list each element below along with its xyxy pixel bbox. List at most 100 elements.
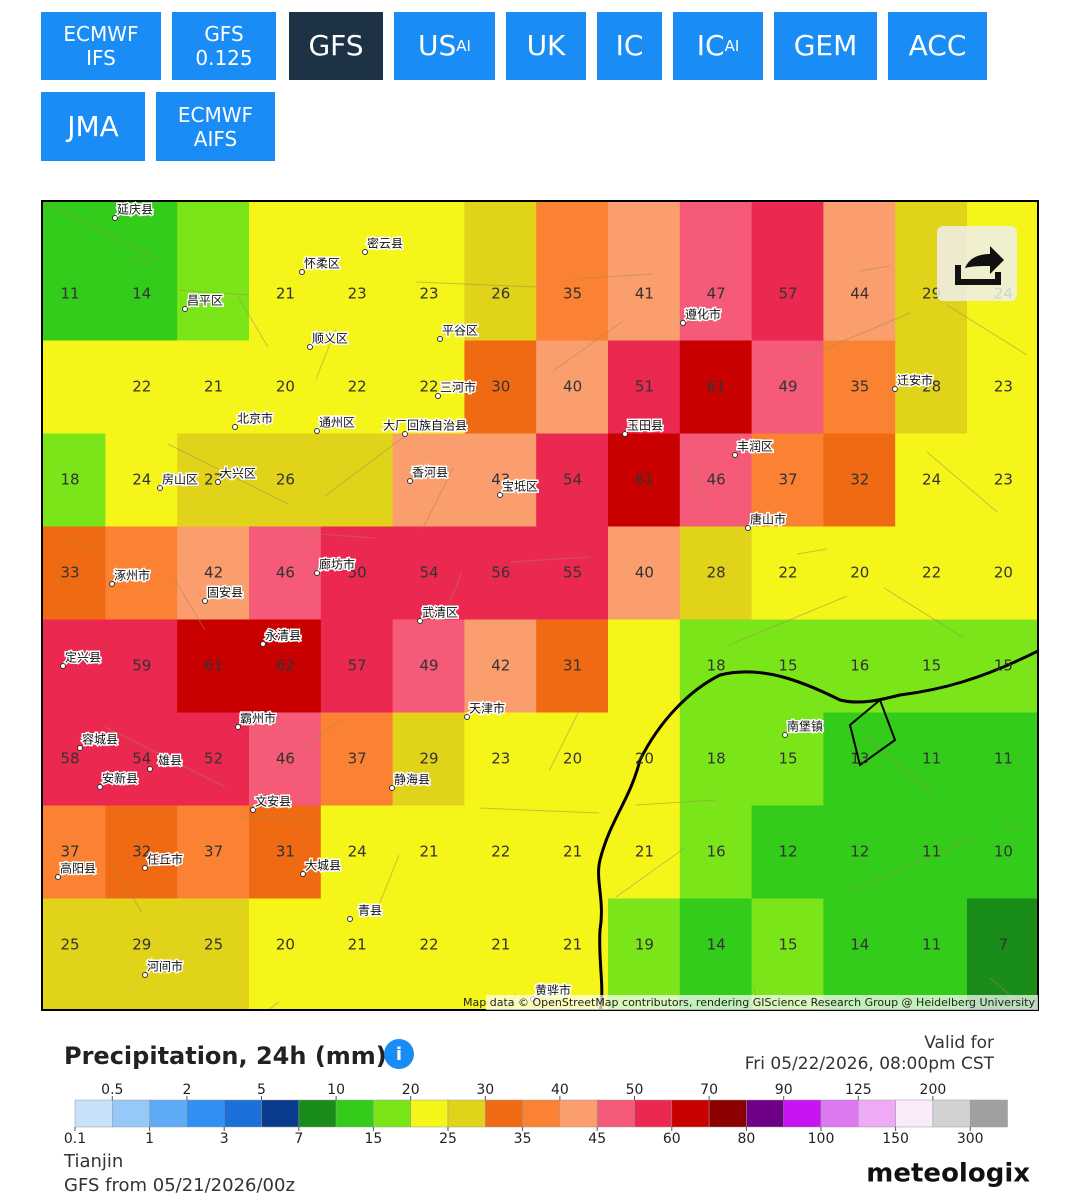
tab-label: IC bbox=[696, 29, 725, 62]
legend-swatch bbox=[149, 1099, 188, 1128]
road bbox=[883, 587, 965, 639]
model-tab[interactable]: ECMWF IFS bbox=[41, 12, 161, 80]
road bbox=[789, 312, 911, 364]
legend-label: 0.5 bbox=[101, 1082, 123, 1098]
legend-swatch bbox=[858, 1099, 896, 1128]
grid-cell bbox=[823, 805, 897, 899]
grid-value: 54 bbox=[563, 471, 582, 489]
place-dot bbox=[235, 724, 241, 730]
valid-time: Fri 05/22/2026, 08:00pm CST bbox=[745, 1054, 995, 1074]
model-tab[interactable]: ACC bbox=[888, 12, 987, 80]
grid-value: 22 bbox=[419, 936, 438, 954]
grid-value: 46 bbox=[276, 564, 295, 582]
info-icon[interactable]: i bbox=[384, 1039, 414, 1069]
place-dot bbox=[112, 215, 118, 221]
legend-swatch bbox=[559, 1099, 598, 1128]
grid-cell bbox=[751, 619, 825, 713]
tab-label: ECMWF AIFS bbox=[177, 102, 254, 151]
grid-cell bbox=[392, 712, 466, 806]
legend-label: 3 bbox=[220, 1131, 229, 1147]
grid-cell bbox=[679, 712, 753, 806]
grid-value: 61 bbox=[635, 471, 654, 489]
logo: meteologix bbox=[866, 1159, 1030, 1189]
grid-value: 61 bbox=[707, 378, 726, 396]
legend-swatch bbox=[223, 1099, 262, 1128]
legend-label: 0.1 bbox=[64, 1131, 86, 1147]
grid-cell bbox=[464, 526, 538, 620]
legend-label: 25 bbox=[439, 1131, 457, 1147]
attribution: Map data © OpenStreetMap contributors, r… bbox=[463, 996, 1035, 1009]
place-dot bbox=[745, 525, 751, 531]
model-tab[interactable]: IC bbox=[597, 12, 662, 80]
grid-cell bbox=[42, 898, 107, 1010]
road bbox=[378, 854, 400, 906]
tab-label: IC bbox=[615, 29, 644, 62]
place-name: 固安县 bbox=[207, 585, 243, 600]
grid-cell bbox=[895, 619, 968, 713]
grid-value: 40 bbox=[563, 378, 582, 396]
grid-cell bbox=[320, 805, 394, 899]
legend-swatch bbox=[410, 1099, 449, 1128]
model-tab[interactable]: IC AI bbox=[673, 12, 763, 80]
model-tab[interactable]: JMA bbox=[41, 92, 145, 161]
grid-value: 29 bbox=[419, 750, 438, 768]
place-name: 河间市 bbox=[147, 959, 183, 974]
tab-sub: AI bbox=[456, 37, 471, 55]
grid-value: 24 bbox=[132, 471, 151, 489]
grid-value: 46 bbox=[276, 750, 295, 768]
grid-cell bbox=[392, 526, 466, 620]
grid-cell bbox=[751, 526, 825, 620]
share-button[interactable] bbox=[937, 226, 1017, 301]
grid-cell bbox=[823, 526, 897, 620]
grid-value: 37 bbox=[204, 843, 223, 861]
model-tab[interactable]: GEM bbox=[774, 12, 877, 80]
precip-grid bbox=[42, 201, 1038, 1010]
grid-cell bbox=[105, 712, 179, 806]
grid-value: 32 bbox=[850, 471, 869, 489]
legend-label: 1 bbox=[145, 1131, 154, 1147]
place-dot bbox=[435, 393, 441, 399]
model-tab[interactable]: UK bbox=[506, 12, 586, 80]
grid-value: 18 bbox=[60, 471, 79, 489]
place-dot bbox=[202, 598, 208, 604]
model-tab[interactable]: ECMWF AIFS bbox=[156, 92, 275, 161]
model-tab[interactable]: GFS 0.125 bbox=[172, 12, 276, 80]
grid-cell bbox=[320, 526, 394, 620]
legend-swatch bbox=[112, 1099, 150, 1128]
place-name: 大厂回族自治县 bbox=[383, 419, 467, 433]
place-name: 青县 bbox=[358, 904, 382, 918]
legend-swatch bbox=[447, 1099, 486, 1128]
grid-cell bbox=[608, 805, 681, 899]
grid-value: 40 bbox=[635, 564, 654, 582]
grid-cell bbox=[177, 619, 250, 713]
grid-cell bbox=[679, 898, 753, 1010]
place-dot bbox=[314, 570, 320, 576]
grid-cell bbox=[177, 898, 250, 1010]
legend-label: 90 bbox=[775, 1082, 793, 1098]
road bbox=[261, 718, 343, 780]
grid-cell bbox=[177, 340, 250, 434]
road bbox=[130, 257, 152, 264]
grid-value: 11 bbox=[922, 936, 941, 954]
legend-swatch bbox=[298, 1099, 337, 1128]
grid-cell bbox=[105, 619, 179, 713]
grid-cell bbox=[536, 340, 609, 434]
grid-value: 21 bbox=[204, 378, 223, 396]
grid-value: 35 bbox=[563, 285, 582, 303]
tab-label: US bbox=[418, 29, 457, 62]
model-tab[interactable]: US AI bbox=[394, 12, 495, 80]
place-name: 廊坊市 bbox=[319, 557, 355, 572]
grid-value: 14 bbox=[850, 936, 869, 954]
road bbox=[552, 320, 624, 372]
grid-value: 29 bbox=[922, 285, 941, 303]
grid-cell bbox=[536, 433, 609, 527]
grid-cell bbox=[608, 340, 681, 434]
grid-cell bbox=[392, 805, 466, 899]
legend-label: 5 bbox=[257, 1082, 266, 1098]
road bbox=[548, 710, 580, 772]
model-tab[interactable]: GFS bbox=[289, 12, 383, 80]
grid-cell bbox=[895, 898, 968, 1010]
legend-label: 35 bbox=[514, 1131, 532, 1147]
grid-value: 11 bbox=[60, 285, 79, 303]
